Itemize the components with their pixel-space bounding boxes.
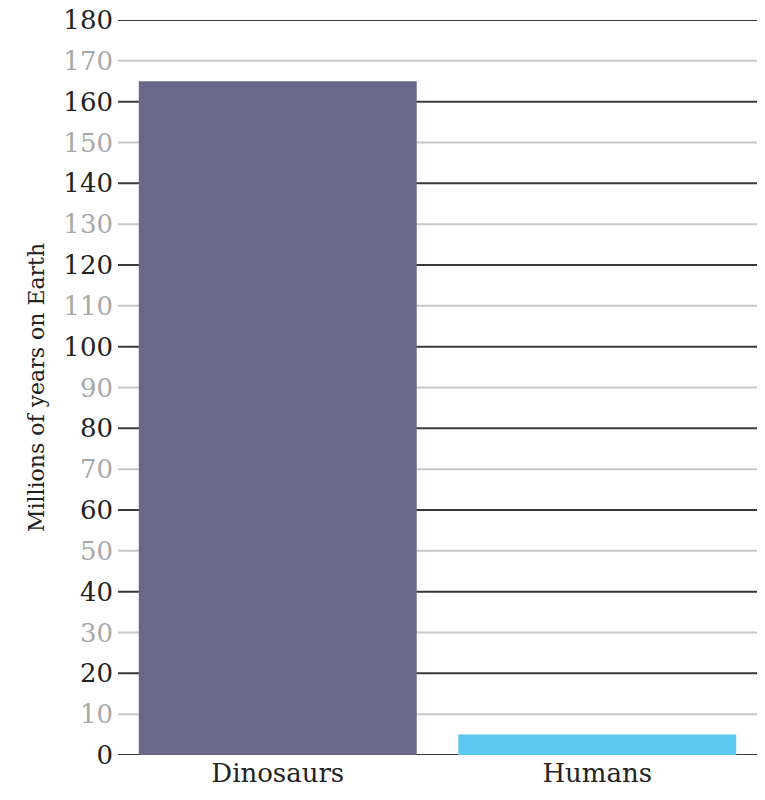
svg-text:100: 100 xyxy=(63,332,113,362)
svg-text:30: 30 xyxy=(80,618,113,648)
svg-text:110: 110 xyxy=(63,291,113,321)
svg-text:180: 180 xyxy=(63,5,113,35)
svg-text:0: 0 xyxy=(96,740,113,770)
svg-text:Millions of years on Earth: Millions of years on Earth xyxy=(24,243,49,532)
svg-text:Dinosaurs: Dinosaurs xyxy=(211,758,344,788)
svg-text:50: 50 xyxy=(80,536,113,566)
svg-text:130: 130 xyxy=(63,209,113,239)
svg-text:20: 20 xyxy=(80,658,113,688)
svg-text:60: 60 xyxy=(80,495,113,525)
svg-text:Humans: Humans xyxy=(542,758,652,788)
svg-text:70: 70 xyxy=(80,454,113,484)
svg-text:80: 80 xyxy=(80,413,113,443)
svg-text:140: 140 xyxy=(63,168,113,198)
svg-text:150: 150 xyxy=(63,128,113,158)
svg-text:120: 120 xyxy=(63,250,113,280)
svg-text:40: 40 xyxy=(80,577,113,607)
svg-text:10: 10 xyxy=(80,699,113,729)
svg-text:90: 90 xyxy=(80,373,113,403)
svg-text:160: 160 xyxy=(63,87,113,117)
svg-text:170: 170 xyxy=(63,46,113,76)
